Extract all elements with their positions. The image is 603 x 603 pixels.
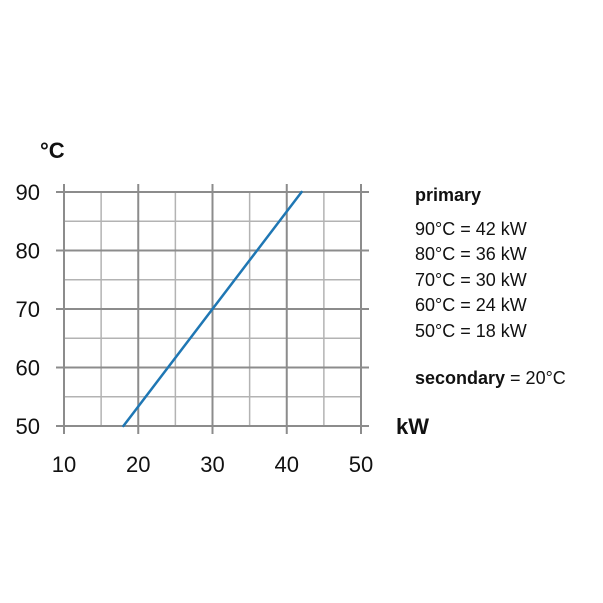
grid-major xyxy=(56,184,369,434)
x-axis-unit: kW xyxy=(396,414,429,439)
legend-entry: 90°C = 42 kW xyxy=(415,218,527,239)
legend-entry: 70°C = 30 kW xyxy=(415,269,527,290)
x-tick-label: 30 xyxy=(200,452,224,477)
legend-secondary-value: = 20°C xyxy=(505,368,566,388)
legend-title: primary xyxy=(415,185,482,205)
y-axis-unit: °C xyxy=(40,138,65,163)
y-tick-label: 90 xyxy=(16,180,40,205)
x-tick-label: 20 xyxy=(126,452,150,477)
x-tick-label: 50 xyxy=(349,452,373,477)
y-tick-label: 60 xyxy=(16,356,40,381)
legend: primary 90°C = 42 kW 80°C = 36 kW 70°C =… xyxy=(415,183,566,392)
legend-secondary: secondary = 20°C xyxy=(415,366,566,392)
y-tick-label: 70 xyxy=(16,297,40,322)
legend-entry: 80°C = 36 kW xyxy=(415,244,527,264)
legend-entry: 50°C = 18 kW xyxy=(415,320,527,341)
series-layer xyxy=(122,190,303,428)
y-tick-label: 80 xyxy=(16,239,40,264)
y-tick-label: 50 xyxy=(16,414,40,439)
y-tick-labels: 50 60 70 80 90 xyxy=(16,180,40,439)
legend-entry: 60°C = 24 kW xyxy=(415,295,527,315)
legend-secondary-label: secondary xyxy=(415,368,506,388)
x-tick-label: 40 xyxy=(275,452,299,477)
series-line xyxy=(122,190,303,428)
x-tick-label: 10 xyxy=(52,452,76,477)
x-tick-labels: 10 20 30 40 50 xyxy=(52,452,373,477)
